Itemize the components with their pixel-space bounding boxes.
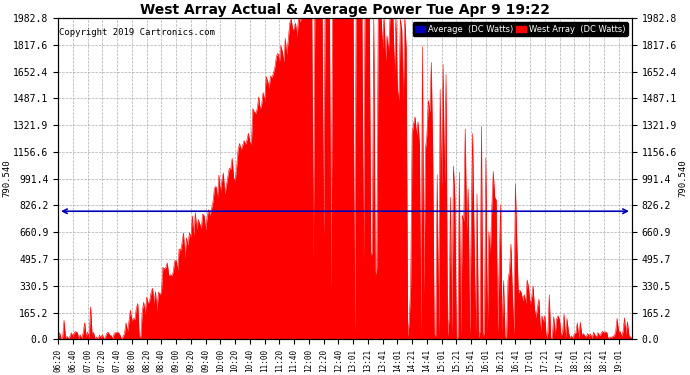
Y-axis label: 790.540: 790.540 [678, 160, 687, 198]
Legend: Average  (DC Watts), West Array  (DC Watts): Average (DC Watts), West Array (DC Watts… [413, 22, 628, 36]
Text: Copyright 2019 Cartronics.com: Copyright 2019 Cartronics.com [59, 28, 215, 37]
Title: West Array Actual & Average Power Tue Apr 9 19:22: West Array Actual & Average Power Tue Ap… [140, 3, 550, 17]
Y-axis label: 790.540: 790.540 [3, 160, 12, 198]
